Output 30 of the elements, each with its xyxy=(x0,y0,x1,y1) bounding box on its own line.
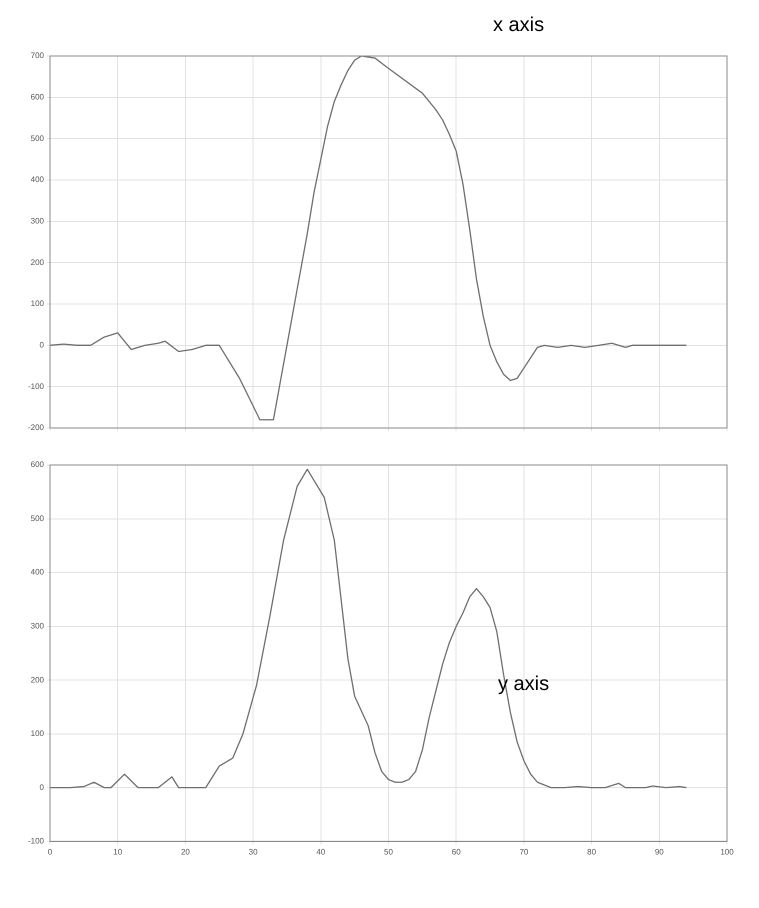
y-tick-label: 200 xyxy=(30,258,45,267)
x-tick-label: 90 xyxy=(654,847,664,856)
y-tick-label: 600 xyxy=(30,92,45,102)
text: x axis xyxy=(493,14,544,37)
y-tick-label: 500 xyxy=(30,134,45,143)
y-tick-label: 300 xyxy=(30,216,45,226)
y-tick-label: 500 xyxy=(30,514,45,523)
x-tick-label: 80 xyxy=(587,847,597,856)
y-tick-label: -100 xyxy=(28,382,45,391)
y-tick-label: 400 xyxy=(30,175,45,184)
y-tick-label: 200 xyxy=(30,675,45,684)
y-tick-label: 100 xyxy=(30,729,45,738)
y-tick-label: 600 xyxy=(30,460,45,470)
x-tick-label: 60 xyxy=(452,847,462,856)
x-tick-label: 10 xyxy=(113,847,123,856)
x-tick-label: 0 xyxy=(48,847,53,856)
x-tick-label: 30 xyxy=(248,847,258,856)
y-tick-label: -100 xyxy=(28,836,45,846)
y-tick-label: -200 xyxy=(28,423,45,432)
x-tick-label: 40 xyxy=(316,847,326,856)
y-tick-label: 400 xyxy=(30,568,45,577)
y-tick-label: 0 xyxy=(40,782,45,792)
y-tick-label: 300 xyxy=(30,622,45,631)
x-tick-label: 70 xyxy=(519,847,529,856)
y-tick-label: 0 xyxy=(40,340,45,350)
x-tick-label: 20 xyxy=(180,847,190,856)
y-tick-label: 700 xyxy=(30,51,45,60)
y-tick-label: 100 xyxy=(30,299,45,308)
x-tick-label: 50 xyxy=(384,847,394,856)
x-tick-label: 100 xyxy=(720,847,734,856)
